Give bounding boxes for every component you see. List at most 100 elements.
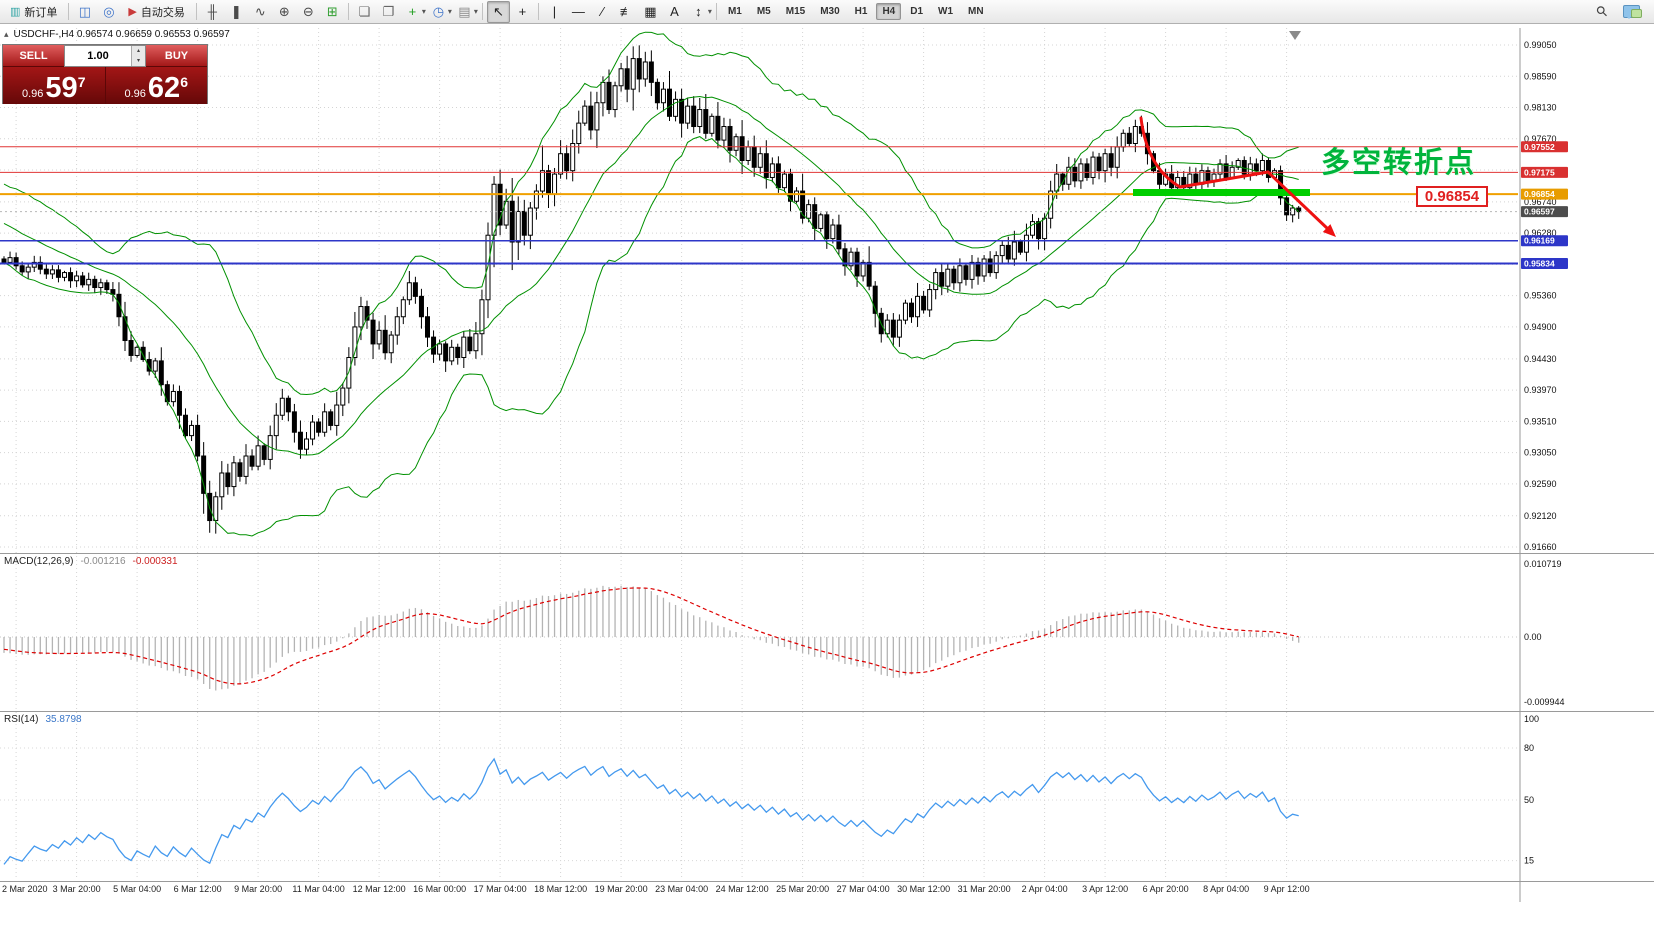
cascade-windows-icon[interactable]: ❏ xyxy=(358,3,371,19)
time-axis[interactable]: 2 Mar 2020 3 Mar 20:00 5 Mar 04:00 6 Mar 12… xyxy=(2,884,1310,894)
buy-price-button[interactable]: 0.96 62 6 xyxy=(106,67,208,104)
trendline-icon[interactable]: ∕ xyxy=(601,4,604,19)
price-axis-labels[interactable]: 0.99050 0.98590 0.98130 0.97670 0.96740 0.962… xyxy=(1524,40,1557,552)
timeframe-m30[interactable]: M30 xyxy=(820,6,840,17)
price-axis-label: 0.98130 xyxy=(1524,103,1557,113)
time-axis-label: 3 Mar 20:00 xyxy=(53,884,101,894)
svg-text:0.010719: 0.010719 xyxy=(1524,559,1562,569)
svg-text:0.97552: 0.97552 xyxy=(1524,142,1555,152)
macd-scale-labels[interactable]: 0.010719 0.00 -0.009944 xyxy=(1524,559,1565,707)
toolbar-separator xyxy=(347,3,349,20)
shapes-icon[interactable]: ▦ xyxy=(644,3,657,19)
timeframe-m15[interactable]: M15 xyxy=(785,6,806,17)
volume-value[interactable]: 1.00 xyxy=(87,50,109,62)
rsi-name: RSI(14) xyxy=(4,714,39,725)
price-axis-label: 0.93050 xyxy=(1524,448,1557,458)
volume-input[interactable]: 1.00 ▴ ▾ xyxy=(64,45,146,67)
time-axis-label: 6 Apr 20:00 xyxy=(1143,884,1189,894)
market-watch-icon[interactable]: ◫ xyxy=(78,3,92,19)
indicators-icon-caret[interactable]: ▾ xyxy=(421,7,426,16)
price-axis-label: 0.92590 xyxy=(1524,479,1557,489)
volume-increase-button[interactable]: ▴ xyxy=(132,46,145,56)
periods-icon[interactable]: ◷ xyxy=(432,3,445,19)
indicators-icon[interactable]: + xyxy=(408,4,417,19)
price-tag xyxy=(1521,166,1568,178)
price-tags: 0.97552 0.97175 0.96854 0.96597 0.96169 0.958… xyxy=(1521,141,1568,269)
autotrade-button[interactable]: ▶ 自动交易 xyxy=(121,1,191,23)
buy-button[interactable]: BUY xyxy=(146,45,207,67)
templates-icon-caret[interactable]: ▾ xyxy=(473,7,478,16)
price-axis-label: 0.98590 xyxy=(1524,71,1557,81)
sell-button[interactable]: SELL xyxy=(3,45,64,67)
periods-icon-caret[interactable]: ▾ xyxy=(447,7,452,16)
price-callout-label[interactable]: 0.96854 xyxy=(1416,186,1488,207)
price-axis-label: 0.93510 xyxy=(1524,416,1557,426)
chart-shift-marker[interactable] xyxy=(1289,31,1301,40)
time-axis-label: 16 Mar 00:00 xyxy=(413,884,466,894)
price-axis-label: 0.96280 xyxy=(1524,228,1557,238)
time-axis-label: 17 Mar 04:00 xyxy=(474,884,527,894)
toolbar-separator xyxy=(195,3,197,20)
sell-price-button[interactable]: 0.96 59 7 xyxy=(3,67,105,104)
fibonacci-icon[interactable]: ≢ xyxy=(619,4,633,19)
timeframe-m5[interactable]: M5 xyxy=(756,6,771,17)
vertical-line-icon[interactable]: | xyxy=(552,4,557,19)
price-axis-label: 0.91660 xyxy=(1524,542,1557,552)
buy-price-prefix: 0.96 xyxy=(124,88,146,100)
time-axis-label: 6 Mar 12:00 xyxy=(174,884,222,894)
price-axis-label: 0.92120 xyxy=(1524,511,1557,521)
cursor-icon[interactable]: ↖ xyxy=(486,0,510,23)
volume-decrease-button[interactable]: ▾ xyxy=(132,56,145,66)
timeframe-m1[interactable]: M1 xyxy=(727,6,742,17)
timeframe-mn[interactable]: MN xyxy=(968,6,984,17)
price-tag xyxy=(1521,141,1568,153)
green-band-object[interactable] xyxy=(1133,189,1310,196)
autotrade-button-label: 自动交易 xyxy=(140,6,185,19)
arrows-icon-caret[interactable]: ▾ xyxy=(707,7,712,16)
timeframe-w1[interactable]: W1 xyxy=(938,6,954,17)
svg-text:-0.009944: -0.009944 xyxy=(1524,697,1565,707)
time-axis-label: 23 Mar 04:00 xyxy=(655,884,708,894)
search-icon[interactable]: ⚲ xyxy=(1592,1,1612,21)
rsi-label: RSI(14) 35.8798 xyxy=(4,714,82,725)
crosshair-icon[interactable]: + xyxy=(518,4,527,19)
line-chart-icon[interactable]: ∿ xyxy=(254,3,266,19)
bar-chart-icon[interactable]: ╫ xyxy=(207,4,217,19)
time-axis-label: 9 Apr 12:00 xyxy=(1264,884,1310,894)
price-axis-label: 0.95360 xyxy=(1524,291,1557,301)
zoom-in-icon[interactable]: ⊕ xyxy=(278,3,290,19)
turning-point-annotation[interactable]: 多空转折点 xyxy=(1321,147,1477,179)
arrows-icon[interactable]: ↕ xyxy=(695,4,702,19)
zoom-out-icon[interactable]: ⊖ xyxy=(302,3,314,19)
templates-icon[interactable]: ▤ xyxy=(458,3,471,19)
ohlc-text: USDCHF-,H4 0.96574 0.96659 0.96553 0.965… xyxy=(13,29,230,40)
red-arrow-object[interactable] xyxy=(1139,116,1336,237)
price-tag xyxy=(1521,257,1568,269)
collapse-trade-panel-icon[interactable]: ▴ xyxy=(4,29,9,39)
chat-icon[interactable] xyxy=(1620,1,1643,23)
tile-windows-icon[interactable]: ⊞ xyxy=(326,3,338,19)
timeframe-h1[interactable]: H1 xyxy=(854,6,868,17)
arrange-windows-icon[interactable]: ❐ xyxy=(382,3,395,19)
rsi-scale-labels[interactable]: 100 80 50 15 xyxy=(1524,714,1539,866)
text-label-icon[interactable]: A xyxy=(670,4,679,19)
panel-separators[interactable] xyxy=(0,553,1654,882)
svg-text:15: 15 xyxy=(1524,856,1534,866)
horizontal-line-icon[interactable]: — xyxy=(571,4,585,19)
new-order-button[interactable]: ▥ 新订单 xyxy=(3,1,64,23)
rsi-line xyxy=(3,757,1299,865)
volume-spinner: ▴ ▾ xyxy=(131,46,145,66)
navigator-icon[interactable]: ◎ xyxy=(103,3,115,19)
timeframe-d1[interactable]: D1 xyxy=(910,6,924,17)
timeframe-h4[interactable]: H4 xyxy=(876,3,902,20)
rsi-levels xyxy=(0,747,1518,862)
macd-label: MACD(12,26,9) -0.001216 -0.000331 xyxy=(4,556,178,567)
chart-ohlc-header: ▴ USDCHF-,H4 0.96574 0.96659 0.96553 0.9… xyxy=(4,29,230,40)
price-axis-label: 0.96740 xyxy=(1524,197,1557,207)
candlestick-chart-icon[interactable]: ❚ xyxy=(230,3,242,19)
toolbar: ▥ 新订单 ◫ ◎ ▶ 自动交易 ╫ ❚ ∿ ⊕ ⊖ ⊞ ❏ ❐ + ▾ ◷ ▾ ▤ ▾ ↖ + | — ∕ ≢ ▦ A ↕ ▾ M1 M5 M… xyxy=(0,0,1654,24)
time-axis-label: 24 Mar 12:00 xyxy=(716,884,769,894)
time-axis-label: 11 Mar 04:00 xyxy=(292,884,344,894)
time-axis-label: 19 Mar 20:00 xyxy=(595,884,648,894)
